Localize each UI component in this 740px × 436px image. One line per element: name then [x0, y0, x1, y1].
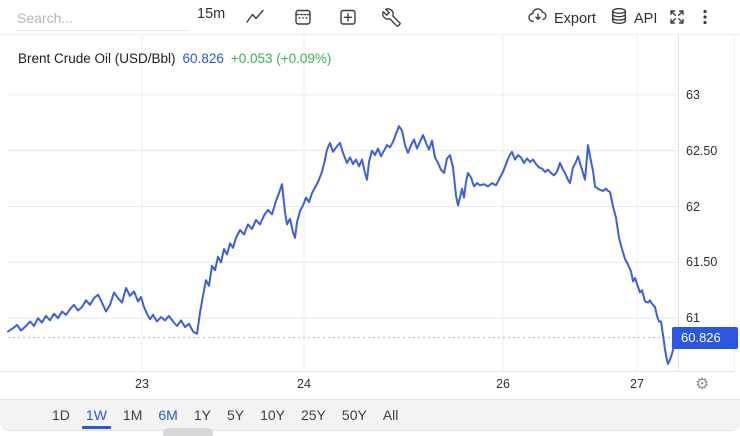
- gear-icon: ⚙: [695, 376, 710, 393]
- add-panel-button[interactable]: [337, 6, 359, 28]
- expand-icon: [667, 7, 687, 27]
- y-axis-label: 62: [686, 199, 700, 214]
- chart-type-button[interactable]: [244, 6, 266, 28]
- timeframe-10y[interactable]: 10Y: [260, 407, 285, 423]
- timeframe-1w[interactable]: 1W: [81, 407, 111, 429]
- calendar-icon: [293, 7, 313, 27]
- cloud-download-icon: [527, 6, 549, 31]
- x-axis-label: 26: [496, 377, 510, 391]
- instrument-header: Brent Crude Oil (USD/Bbl) 60.826 +0.053 …: [18, 51, 331, 66]
- wrench-icon: [381, 7, 401, 27]
- search-input[interactable]: [15, 5, 187, 31]
- timeframe-1d[interactable]: 1D: [52, 407, 70, 423]
- export-label: Export: [554, 10, 596, 27]
- y-axis-label: 61: [686, 311, 700, 326]
- timeframe-5y[interactable]: 5Y: [226, 407, 245, 423]
- line-chart-icon: [245, 7, 265, 27]
- database-icon: [609, 6, 629, 31]
- plus-square-icon: [338, 7, 358, 27]
- last-price: 60.826: [182, 51, 224, 66]
- current-price-badge: 60.826: [672, 326, 738, 349]
- api-button[interactable]: API: [609, 6, 657, 31]
- kebab-icon: [695, 7, 715, 27]
- y-axis-label: 63: [686, 87, 700, 102]
- chart-settings-button[interactable]: ⚙: [695, 376, 709, 394]
- x-axis-label: 24: [297, 377, 311, 391]
- y-axis-label: 61.50: [686, 255, 718, 270]
- top-toolbar: 15m: [0, 0, 740, 35]
- y-axis-label: 62.50: [686, 143, 718, 158]
- timeframe-all[interactable]: All: [382, 407, 399, 423]
- more-menu-button[interactable]: [694, 6, 716, 28]
- export-button[interactable]: Export: [527, 6, 596, 31]
- timeframe-1m[interactable]: 1M: [122, 407, 143, 423]
- price-change: +0.053 (+0.09%): [230, 51, 332, 66]
- timeframe-25y[interactable]: 25Y: [300, 407, 326, 423]
- bottom-scroll-handle[interactable]: [163, 428, 213, 436]
- interval-button[interactable]: 15m: [197, 6, 226, 22]
- timeframe-50y[interactable]: 50Y: [341, 407, 367, 423]
- fullscreen-button[interactable]: [666, 6, 688, 28]
- instrument-title: Brent Crude Oil (USD/Bbl): [18, 51, 176, 66]
- timeframe-1y[interactable]: 1Y: [193, 407, 211, 423]
- tools-button[interactable]: [380, 6, 402, 28]
- timeframe-6m[interactable]: 6M: [158, 407, 178, 423]
- calendar-button[interactable]: [292, 6, 314, 28]
- x-axis-label: 23: [135, 377, 149, 391]
- timeframe-bar: 1D 1W 1M 6M 1Y 5Y 10Y 25Y 50Y All: [0, 399, 740, 431]
- x-axis-label: 27: [630, 377, 644, 391]
- api-label: API: [634, 10, 658, 27]
